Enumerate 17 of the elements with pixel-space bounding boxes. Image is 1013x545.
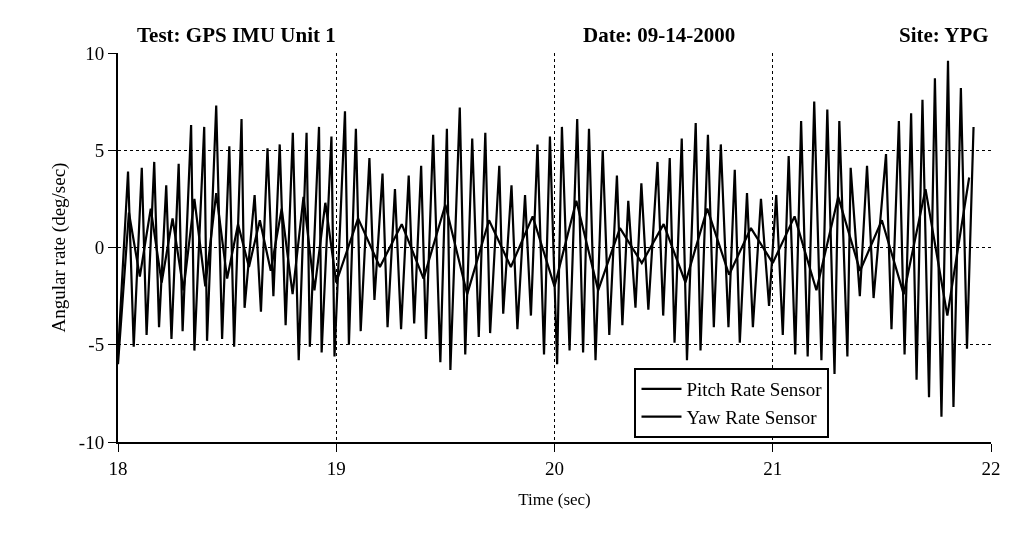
x-axis-title: Time (sec) xyxy=(518,489,591,509)
y-tick-label: -5 xyxy=(88,334,105,356)
y-tick-label: 0 xyxy=(94,237,105,259)
text: Date: 09-14-2000 xyxy=(583,23,736,47)
y-tick-label: 5 xyxy=(94,139,105,161)
x-tick-label: 22 xyxy=(981,457,1001,479)
text: Site: YPG xyxy=(899,23,989,47)
y-tick-label: -10 xyxy=(78,431,105,453)
y-axis-title: Angular rate (deg/sec) xyxy=(48,162,71,333)
chart-title: Test: GPS IMU Unit 1 xyxy=(137,23,336,47)
x-tick-label: 20 xyxy=(545,457,564,479)
legend-label: Yaw Rate Sensor xyxy=(686,407,818,429)
x-tick-label: 19 xyxy=(326,457,346,479)
x-tick-label: 21 xyxy=(763,457,783,479)
y-tick-label: 10 xyxy=(85,42,105,64)
legend-label: Pitch Rate Sensor xyxy=(686,379,823,401)
x-tick-label: 18 xyxy=(108,457,128,479)
